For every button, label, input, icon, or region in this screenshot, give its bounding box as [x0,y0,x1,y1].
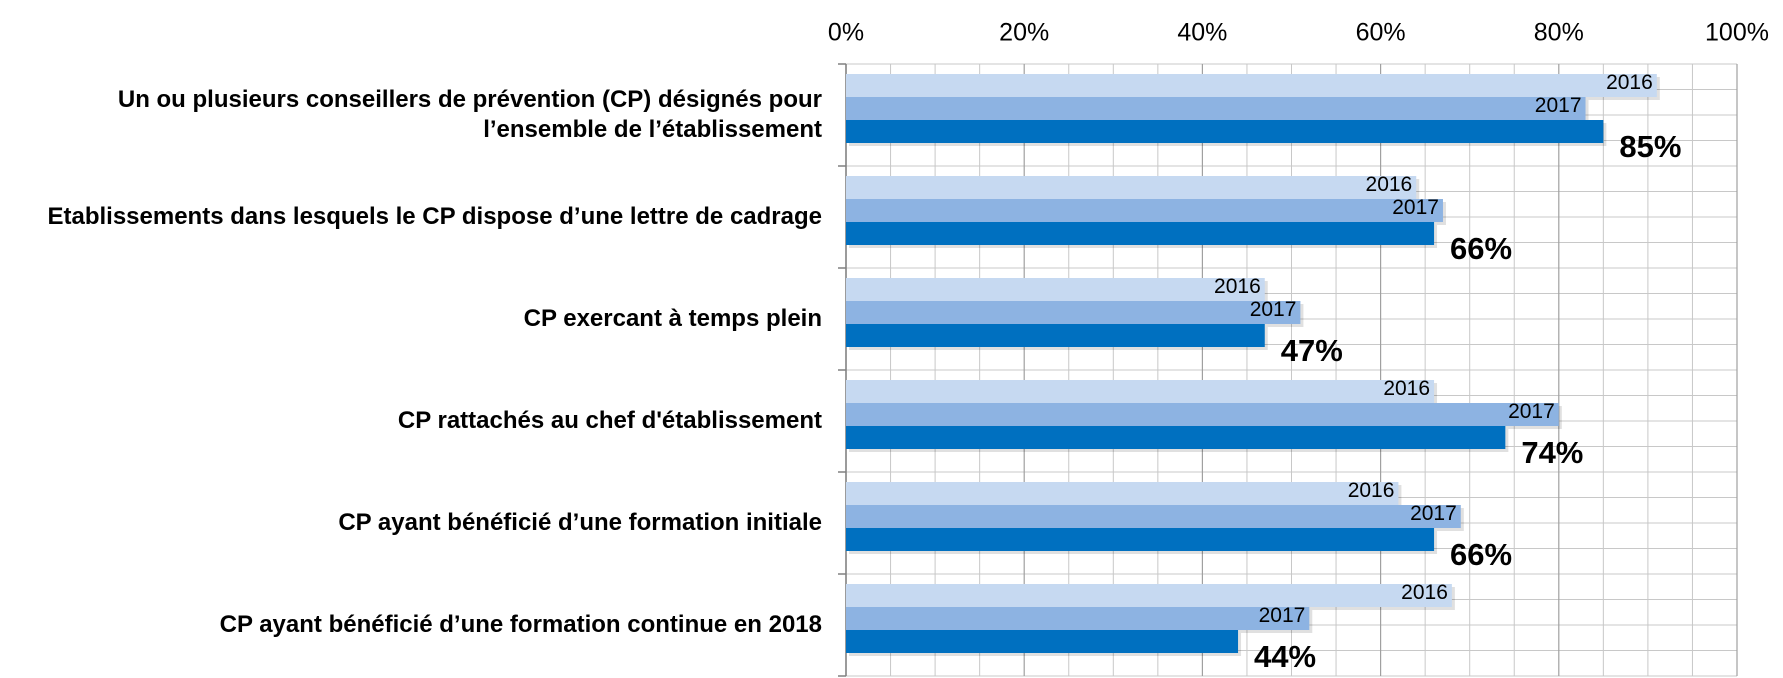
x-tick-label: 100% [1705,19,1769,47]
x-tick-label: 40% [1177,19,1227,47]
category-label: Un ou plusieurs conseillers de préventio… [117,86,822,143]
bar [846,199,1443,222]
value-label: 66% [1450,537,1512,572]
bar [846,505,1461,528]
bar [846,482,1399,505]
category-label: CP ayant bénéficié d’une formation conti… [219,611,822,638]
value-label: 66% [1450,231,1512,266]
bar [846,630,1239,653]
bar [846,607,1310,630]
value-label: 85% [1619,129,1681,164]
bar-series-label: 2016 [1348,479,1395,502]
bar [846,403,1559,426]
bar-series-label: 2017 [1535,94,1582,117]
bar-series-label: 2017 [1410,502,1457,525]
bar [846,584,1452,607]
bar-series-label: 2016 [1401,581,1448,604]
x-tick-label: 60% [1356,19,1406,47]
bar [846,380,1435,403]
bar [846,278,1265,301]
category-label: CP ayant bénéficié d’une formation initi… [338,509,822,536]
bar-series-label: 2017 [1259,604,1306,627]
bar [846,97,1586,120]
bar [846,301,1301,324]
category-label: CP rattachés au chef d'établissement [397,407,822,434]
value-label: 74% [1521,435,1583,470]
category-label: CP exercant à temps plein [523,305,822,332]
bar [846,176,1417,199]
bar-series-label: 2016 [1606,71,1653,94]
bar [846,222,1435,245]
value-label: 47% [1281,333,1343,368]
bar-series-label: 2016 [1366,173,1413,196]
x-tick-label: 0% [828,19,864,47]
bar-series-label: 2016 [1383,377,1430,400]
bar [846,324,1265,347]
value-label: 44% [1254,639,1316,674]
category-label: Etablissements dans lesquels le CP dispo… [47,203,822,230]
x-tick-label: 80% [1534,19,1584,47]
x-tick-label: 20% [999,19,1049,47]
bar-series-label: 2017 [1508,400,1555,423]
bar [846,426,1506,449]
bar [846,528,1435,551]
bar-series-label: 2016 [1214,275,1261,298]
bar-series-label: 2017 [1250,298,1297,321]
bar [846,120,1604,143]
bar [846,74,1657,97]
bar-series-label: 2017 [1392,196,1439,219]
